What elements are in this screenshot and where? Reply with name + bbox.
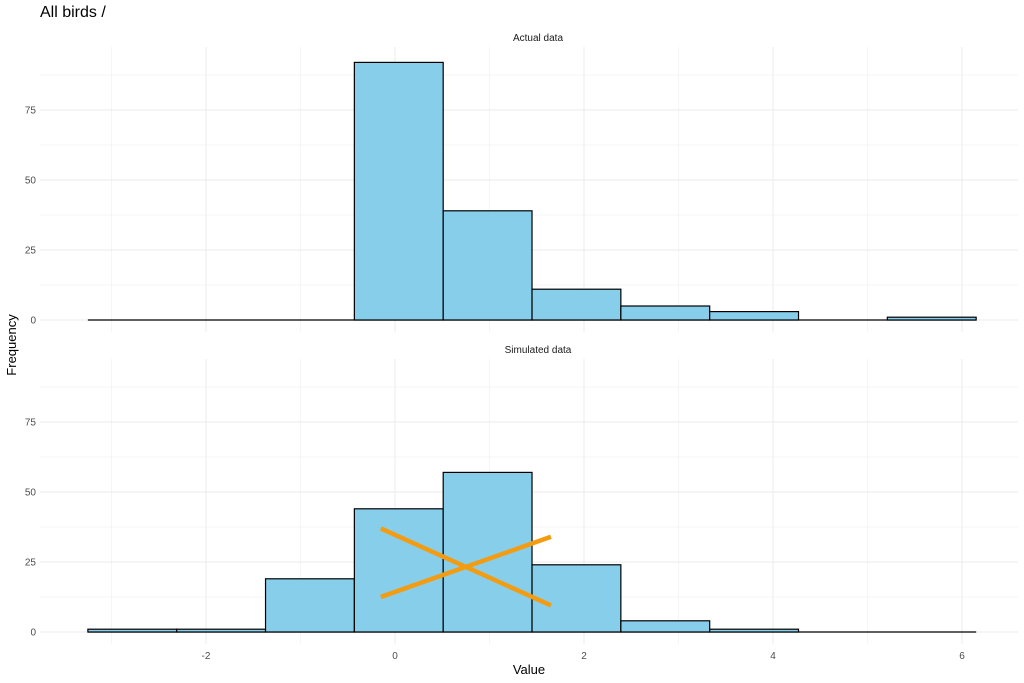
histogram-bar	[353, 508, 444, 633]
y-tick-label: 75	[25, 418, 37, 429]
panel-strip-label: Simulated data	[505, 345, 572, 356]
y-tick-label: 0	[30, 628, 36, 639]
x-tick-label: -2	[202, 651, 211, 662]
y-tick-label: 75	[25, 106, 37, 117]
panel-simulated: 0 25 50 75 Simulated data	[25, 345, 1018, 644]
histogram-bar	[531, 564, 622, 633]
y-tick-label: 50	[25, 488, 37, 499]
x-tick-label: 6	[959, 651, 965, 662]
histogram-bar	[531, 288, 622, 321]
panel-actual: 0 25 50 75 Actual data	[25, 33, 1018, 332]
histogram-bar	[886, 316, 977, 321]
histogram-bar	[709, 628, 800, 633]
histogram-bar	[620, 620, 711, 633]
figure-title: All birds /	[40, 4, 106, 21]
x-tick-label: 2	[581, 651, 587, 662]
histogram-bar	[620, 305, 711, 321]
panel-strip-label: Actual data	[513, 33, 563, 44]
x-tick-label: 4	[770, 651, 776, 662]
histogram-bar	[353, 61, 444, 321]
y-tick-label: 50	[25, 176, 37, 187]
histogram-bar	[442, 471, 533, 633]
y-tick-label: 25	[25, 246, 37, 257]
x-axis-title: Value	[513, 662, 545, 677]
y-tick-label: 0	[30, 316, 36, 327]
histogram-bar	[176, 628, 267, 633]
histogram-bar	[709, 311, 800, 321]
x-tick-label: 0	[392, 651, 398, 662]
overlay-line	[380, 534, 552, 600]
y-axis-title: Frequency	[4, 314, 19, 376]
histogram-bar	[442, 210, 533, 321]
y-tick-label: 25	[25, 558, 37, 569]
histogram-bar	[264, 578, 355, 633]
histogram-bar	[87, 628, 178, 633]
